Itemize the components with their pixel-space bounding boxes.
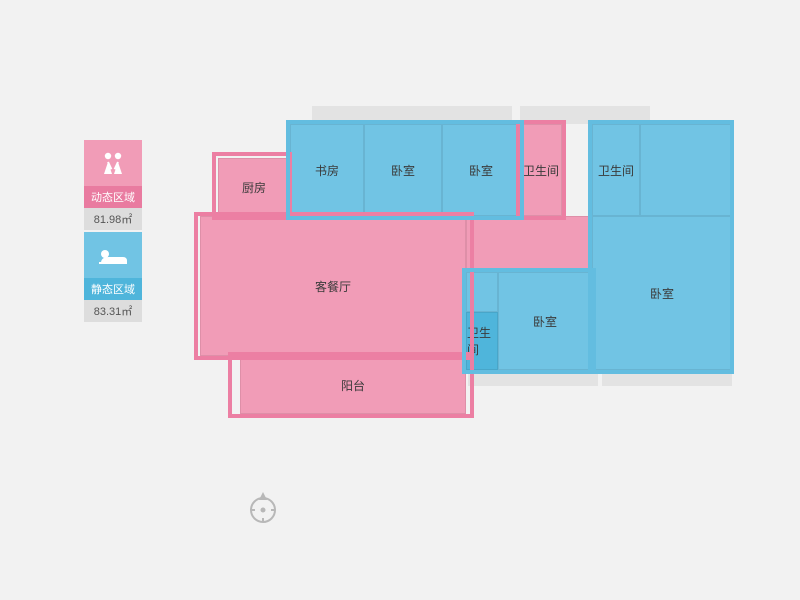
shadow-strip xyxy=(602,372,732,386)
shadow-strip xyxy=(468,372,598,386)
legend-static: 静态区域 83.31㎡ xyxy=(84,232,142,322)
legend-dynamic-value: 81.98㎡ xyxy=(84,208,142,230)
room-living_ext xyxy=(466,216,592,272)
compass-icon xyxy=(245,490,281,531)
zone-outline xyxy=(462,268,596,374)
legend-static-value: 83.31㎡ xyxy=(84,300,142,322)
zone-outline xyxy=(228,352,474,418)
sleep-icon xyxy=(84,232,142,278)
zone-outline xyxy=(212,152,292,220)
legend-dynamic-title: 动态区域 xyxy=(84,186,142,208)
legend-static-title: 静态区域 xyxy=(84,278,142,300)
family-icon xyxy=(84,140,142,186)
zone-outline xyxy=(286,120,524,220)
zone-outline xyxy=(588,120,734,374)
zone-outline xyxy=(194,212,474,360)
legend-dynamic: 动态区域 81.98㎡ xyxy=(84,140,142,230)
floor-plan: 厨房书房卧室卧室卫生间卫生间客餐厅卧室卫生间卧室阳台 xyxy=(200,120,734,420)
